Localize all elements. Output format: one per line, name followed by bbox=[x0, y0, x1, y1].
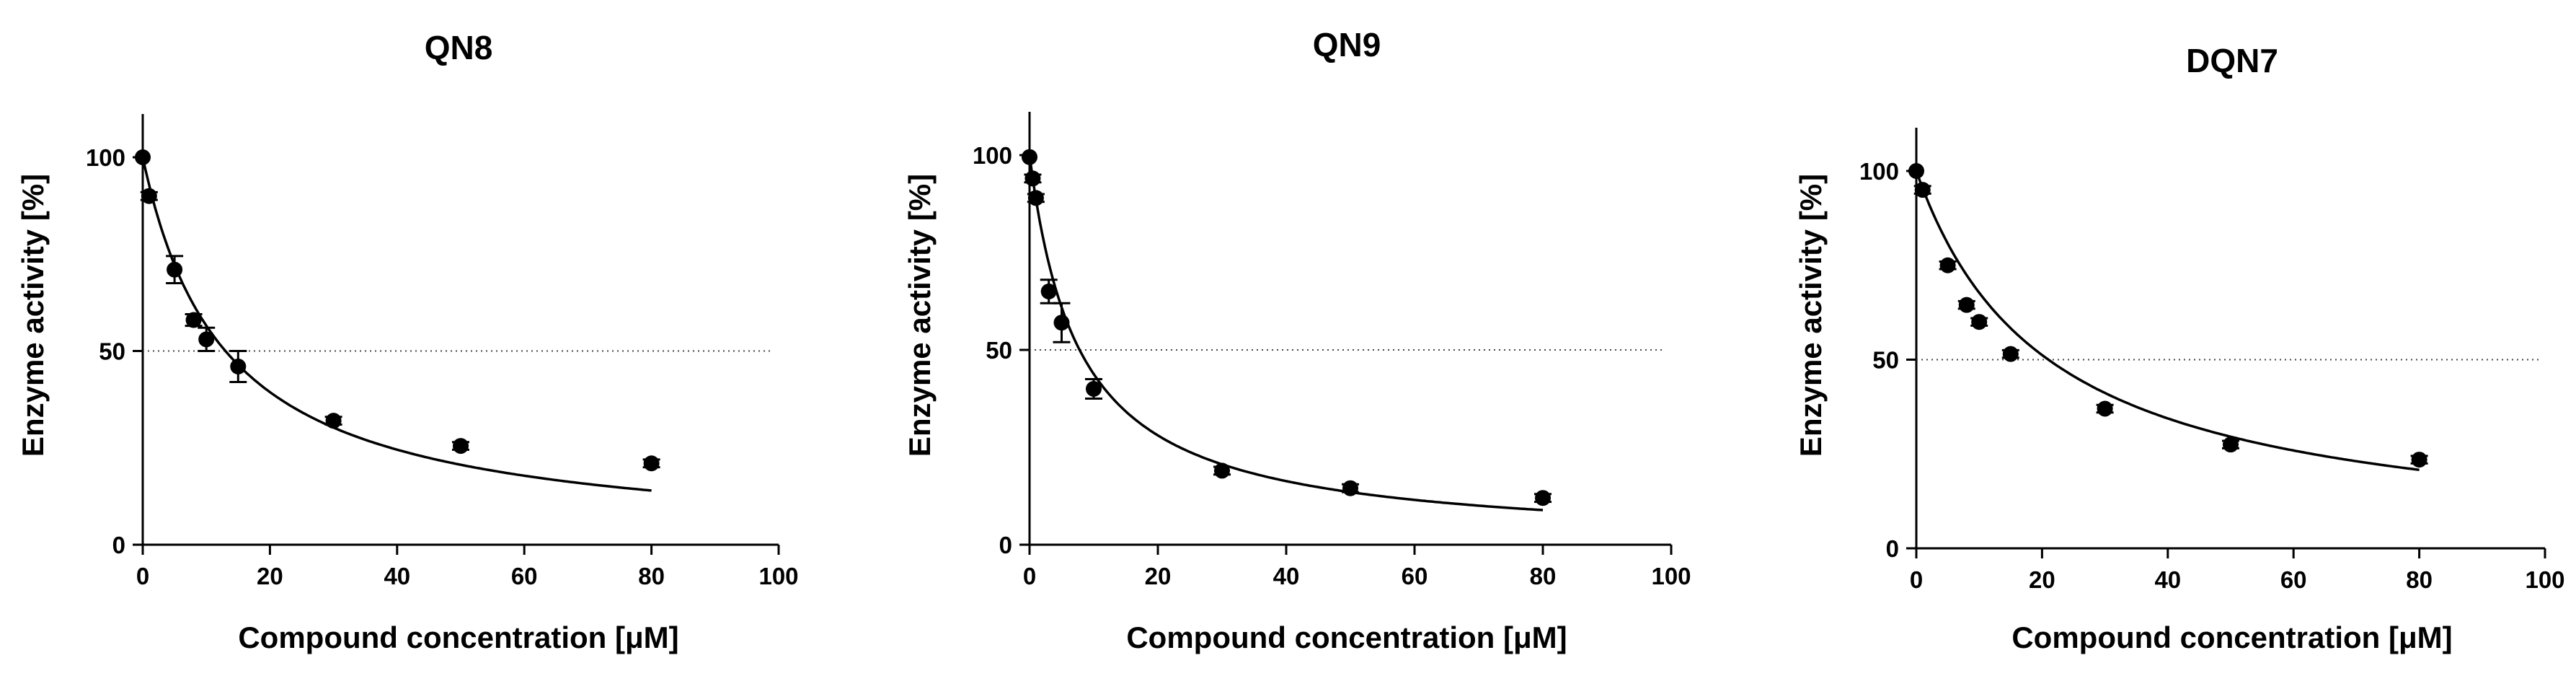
data-point bbox=[1027, 190, 1044, 206]
y-tick-label: 0 bbox=[112, 532, 125, 558]
data-point bbox=[1971, 314, 1988, 330]
x-tick-label: 60 bbox=[511, 563, 538, 589]
data-point bbox=[135, 149, 151, 165]
y-axis-label: Enzyme activity [%] bbox=[1794, 174, 1828, 457]
plot-area: 0 20 40 60 80 100 0 50 100 bbox=[1859, 128, 2565, 593]
data-point bbox=[1939, 257, 1956, 273]
data-point bbox=[1053, 315, 1070, 331]
chart-panel-dqn7: DQN7 Compound concentration [μM] Enzyme … bbox=[1794, 42, 2565, 654]
x-tick-label: 60 bbox=[2280, 566, 2307, 593]
y-axis-label: Enzyme activity [%] bbox=[16, 174, 50, 457]
data-point bbox=[1535, 490, 1551, 506]
y-tick-label: 50 bbox=[99, 338, 125, 365]
x-tick-label: 80 bbox=[1530, 563, 1557, 589]
x-tick-label: 100 bbox=[2525, 566, 2564, 593]
y-axis-label: Enzyme activity [%] bbox=[903, 174, 937, 457]
x-tick-label: 100 bbox=[758, 563, 798, 589]
data-point bbox=[230, 358, 247, 374]
data-point bbox=[1040, 284, 1057, 299]
y-tick-label: 50 bbox=[1872, 347, 1899, 374]
data-point bbox=[1908, 163, 1924, 179]
x-tick-label: 100 bbox=[1651, 563, 1691, 589]
data-point bbox=[1214, 462, 1230, 479]
data-point bbox=[198, 331, 215, 348]
data-point bbox=[2002, 346, 2019, 362]
chart-panel-qn8: QN8 Compound concentration [μM] Enzyme a… bbox=[16, 29, 799, 654]
data-point bbox=[643, 455, 660, 472]
y-tick-label: 0 bbox=[999, 532, 1012, 558]
data-point bbox=[2097, 400, 2113, 417]
x-tick-label: 0 bbox=[1910, 566, 1923, 593]
y-tick-label: 100 bbox=[1859, 158, 1899, 185]
chart-title: DQN7 bbox=[2186, 42, 2278, 79]
data-point bbox=[1024, 170, 1041, 187]
y-tick-label: 100 bbox=[973, 142, 1012, 169]
data-point bbox=[1914, 182, 1931, 198]
x-tick-label: 20 bbox=[2029, 566, 2055, 593]
data-point bbox=[325, 413, 342, 429]
x-tick-label: 60 bbox=[1402, 563, 1428, 589]
data-point bbox=[1342, 480, 1358, 496]
data-point bbox=[167, 261, 183, 278]
x-tick-label: 20 bbox=[1145, 563, 1172, 589]
fit-curve bbox=[141, 157, 652, 492]
x-tick-label: 20 bbox=[257, 563, 283, 589]
x-axis-label: Compound concentration [μM] bbox=[2011, 620, 2452, 654]
x-tick-label: 40 bbox=[1273, 563, 1300, 589]
x-axis-label: Compound concentration [μM] bbox=[1126, 620, 1567, 654]
chart-panel-qn9: QN9 Compound concentration [μM] Enzyme a… bbox=[903, 26, 1691, 654]
data-point bbox=[141, 188, 157, 204]
data-point bbox=[2223, 436, 2239, 453]
x-tick-label: 80 bbox=[638, 563, 665, 589]
y-tick-label: 100 bbox=[86, 144, 125, 171]
x-tick-label: 40 bbox=[2154, 566, 2181, 593]
data-point bbox=[1022, 149, 1037, 165]
x-tick-label: 40 bbox=[384, 563, 410, 589]
chart-title: QN9 bbox=[1313, 26, 1381, 63]
fit-curve bbox=[1028, 154, 1544, 512]
data-point bbox=[1086, 381, 1102, 397]
data-point bbox=[2411, 452, 2427, 468]
data-point bbox=[185, 312, 202, 328]
plot-area: 0 20 40 60 80 100 0 50 100 bbox=[86, 114, 799, 589]
y-tick-label: 0 bbox=[1886, 535, 1899, 562]
y-tick-label: 50 bbox=[986, 337, 1012, 364]
chart-title: QN8 bbox=[425, 29, 493, 66]
data-point bbox=[1958, 297, 1975, 313]
x-tick-label: 0 bbox=[136, 563, 149, 589]
x-axis-label: Compound concentration [μM] bbox=[238, 620, 678, 654]
fit-curve bbox=[1915, 170, 2420, 472]
x-tick-label: 0 bbox=[1023, 563, 1036, 589]
x-tick-label: 80 bbox=[2406, 566, 2433, 593]
data-point bbox=[453, 438, 469, 455]
plot-area: 0 20 40 60 80 100 0 50 100 bbox=[973, 112, 1691, 589]
